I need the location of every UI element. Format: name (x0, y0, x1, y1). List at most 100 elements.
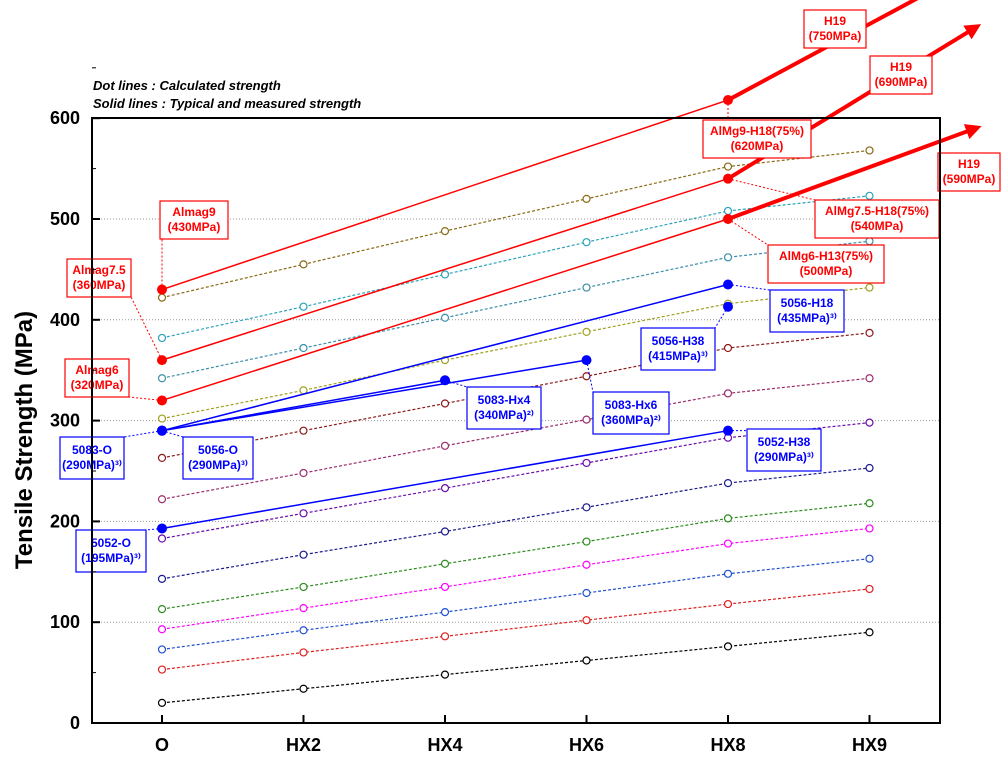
y-tick-label: 400 (50, 310, 80, 330)
calculated-data-point (582, 656, 591, 665)
measured-series-line (161, 429, 729, 530)
calculated-series-layer (157, 146, 874, 707)
annotation-box (803, 9, 867, 49)
calculated-series-line (161, 527, 870, 630)
annotation-text: (430MPa) (168, 220, 221, 234)
calculated-data-point (865, 237, 874, 246)
annotation-text: (750MPa) (809, 29, 862, 43)
measured-series-line (161, 177, 729, 361)
annotation-text: 5056-H38 (652, 334, 705, 348)
calculated-data-point (865, 584, 874, 594)
annotation-box (869, 55, 933, 95)
calculated-data-point (865, 463, 874, 473)
calculated-data-point (299, 260, 308, 269)
annotation-text: H19 (824, 14, 846, 28)
measured-series-line (161, 218, 729, 402)
calculated-data-point (440, 559, 450, 568)
calculated-data-point (582, 458, 591, 468)
measured-series-line (161, 99, 729, 291)
calculated-data-point (723, 599, 733, 609)
annotation-text: (500MPa) (800, 264, 853, 278)
annotation-leader (123, 430, 163, 438)
calculated-data-point (299, 648, 308, 657)
calculated-data-point (299, 343, 308, 353)
extrapolation-arrow (727, 124, 982, 221)
annotation-box (937, 152, 1001, 192)
y-tick-label: 100 (50, 612, 80, 632)
annotation-text: (195MPa)³⁾ (81, 551, 141, 565)
annotation-box (64, 358, 130, 398)
annotation-text: (540MPa) (851, 219, 904, 233)
calculated-series-line (161, 631, 870, 704)
y-axis-label: Tensile Strength (MPa) (11, 311, 38, 569)
annotation-text: H19 (890, 60, 912, 74)
calculated-data-point (582, 616, 591, 625)
annotation-leader (727, 178, 816, 201)
annotation-layer: Almag9(430MPa) Almag7.5(360MPa) Almag6(320… (59, 9, 1001, 573)
y-tick-label: 500 (50, 209, 80, 229)
calculated-data-point (299, 603, 308, 613)
grid-layer (92, 117, 940, 623)
calculated-data-point (723, 514, 733, 523)
y-tick-label: 300 (50, 411, 80, 431)
calculated-series-line (161, 195, 870, 339)
annotation-text: 5056-O (198, 443, 238, 457)
annotation-text: AlMg9-H18(75%) (710, 124, 804, 138)
annotation-box (767, 244, 885, 284)
calculated-data-point (582, 283, 591, 292)
annotation-text: 5052-H38 (758, 435, 811, 449)
annotation-leader (714, 306, 729, 329)
calculated-series-line (161, 149, 870, 299)
annotation-leader (727, 284, 771, 291)
calculated-data-point (157, 374, 167, 383)
calculated-data-point (299, 509, 308, 518)
calculated-data-point (299, 582, 308, 592)
annotation-text: 5056-H18 (781, 296, 834, 310)
note-measured: Solid lines : Typical and measured stren… (93, 96, 361, 111)
annotation-box (182, 436, 254, 480)
measured-series-layer (157, 0, 982, 534)
calculated-data-point (440, 670, 450, 679)
annotation-box (769, 289, 845, 333)
x-tick-label: HX9 (852, 735, 887, 755)
calculated-data-point (299, 684, 308, 693)
calculated-data-point (157, 604, 167, 614)
annotation-text: AlMg7.5-H18(75%) (825, 204, 929, 218)
calculated-data-point (723, 539, 733, 548)
annotation-leader (145, 527, 163, 531)
calculated-data-point (157, 645, 167, 654)
calculated-data-point (440, 226, 450, 236)
annotation-text: Almag7.5 (72, 263, 126, 277)
calculated-data-point (865, 146, 874, 155)
note-calculated: Dot lines : Calculated strength (93, 78, 281, 93)
annotation-text: 5083-Hx6 (605, 398, 658, 412)
calculated-data-point (157, 698, 167, 707)
calculated-data-point (157, 534, 167, 543)
calculated-data-point (157, 665, 167, 674)
calculated-data-point (582, 238, 591, 247)
annotation-text: (435MPa)³⁾ (777, 311, 837, 325)
calculated-data-point (723, 343, 733, 353)
calculated-data-point (582, 537, 591, 546)
calculated-data-point (299, 302, 308, 311)
calculated-data-point (865, 283, 874, 292)
annotation-leader (130, 296, 163, 361)
annotation-box (640, 327, 716, 371)
calculated-data-point (582, 560, 591, 569)
calculated-data-point (723, 206, 733, 216)
calculated-data-point (723, 389, 733, 398)
annotation-text: (340MPa)²⁾ (474, 408, 534, 422)
calculated-data-point (582, 327, 591, 336)
calculated-data-point (865, 418, 874, 427)
annotation-text: AlMg6-H13(75%) (779, 249, 873, 263)
calculated-data-point (157, 453, 167, 462)
calculated-data-point (157, 414, 167, 423)
y-tick-label: 600 (50, 108, 80, 128)
calculated-data-point (440, 632, 450, 641)
calculated-data-point (865, 328, 874, 338)
calculated-series-line (161, 286, 870, 420)
annotation-text: (320MPa) (71, 378, 124, 392)
annotation-box (592, 391, 670, 435)
